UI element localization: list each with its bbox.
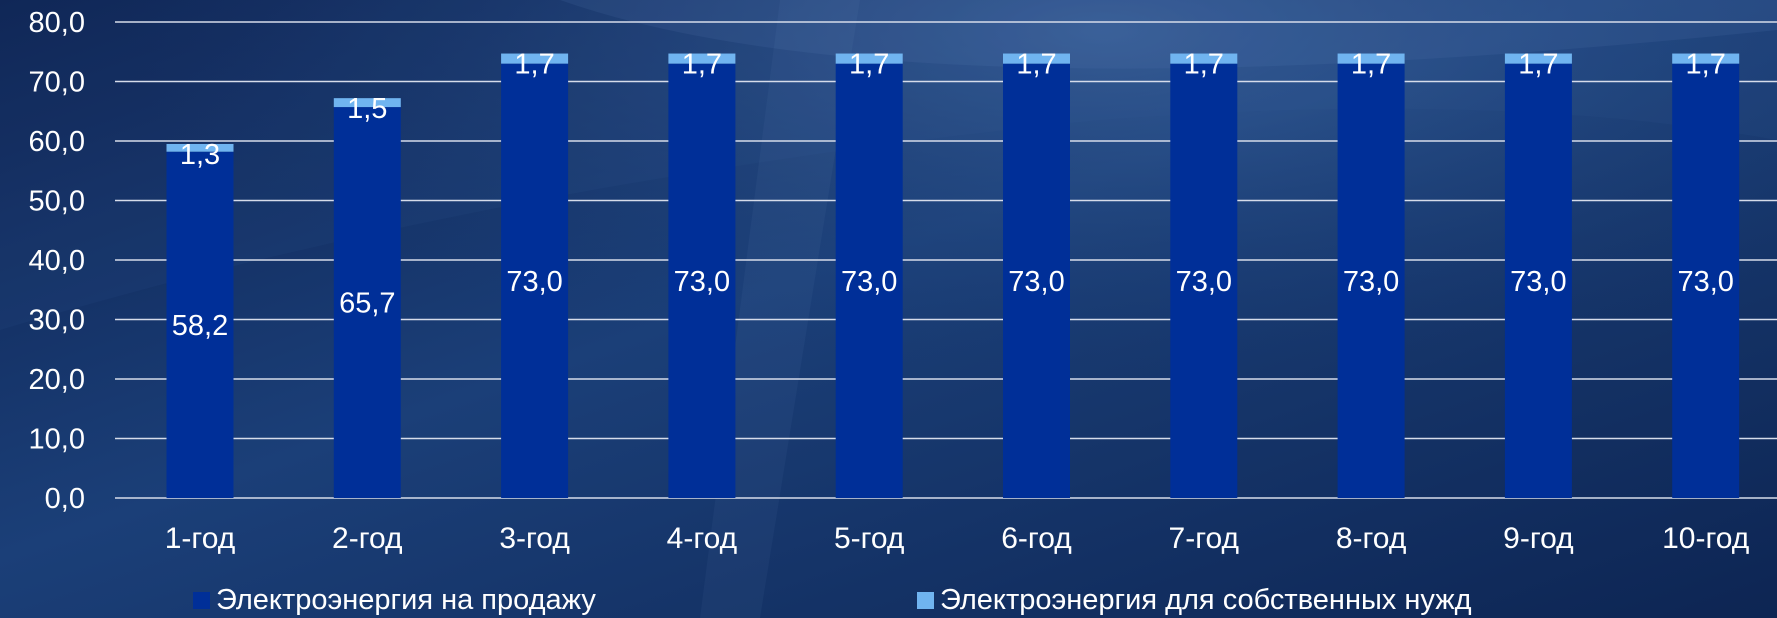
bar-sale <box>835 63 903 499</box>
data-label-sale: 73,0 <box>1008 266 1064 298</box>
data-label-sale: 73,0 <box>1677 266 1733 298</box>
legend-label-own-needs: Электроэнергия для собственных нужд <box>940 584 1472 616</box>
data-label-sale: 73,0 <box>674 266 730 298</box>
bar-own-needs <box>1672 53 1740 64</box>
data-label-sale: 58,2 <box>172 310 228 342</box>
legend-swatch-own-needs <box>917 592 934 609</box>
bar-sale <box>166 151 234 498</box>
data-label-sale: 65,7 <box>339 288 395 320</box>
y-tick-label: 80,0 <box>29 7 85 39</box>
x-tick-label: 3-год <box>499 522 570 555</box>
data-label-sale: 73,0 <box>1343 266 1399 298</box>
x-tick-label: 10-год <box>1662 522 1749 555</box>
bar-sale <box>1672 63 1740 499</box>
bar-own-needs <box>333 98 401 108</box>
y-tick-label: 30,0 <box>29 305 85 337</box>
x-tick-label: 4-год <box>667 522 738 555</box>
bar-own-needs <box>1003 53 1070 64</box>
legend-item-sale: Электроэнергия на продажу <box>193 584 596 617</box>
data-label-sale: 73,0 <box>506 266 562 298</box>
bar-own-needs <box>1504 53 1572 64</box>
bar-own-needs <box>1337 53 1405 64</box>
y-tick-label: 60,0 <box>29 126 85 158</box>
data-label-own-needs: 1,3 <box>180 139 220 171</box>
bar-own-needs <box>668 53 736 64</box>
data-label-own-needs: 1,5 <box>347 93 387 125</box>
legend-item-own-needs: Электроэнергия для собственных нужд <box>917 584 1472 617</box>
y-tick-label: 40,0 <box>29 245 85 277</box>
data-label-own-needs: 1,7 <box>1351 49 1391 81</box>
x-tick-label: 1-год <box>165 522 236 555</box>
x-tick-label: 2-год <box>332 522 403 555</box>
bar-sale <box>501 63 569 499</box>
bar-sale <box>1170 63 1238 499</box>
data-label-own-needs: 1,7 <box>1686 49 1726 81</box>
data-label-sale: 73,0 <box>841 266 897 298</box>
legend: Электроэнергия на продажу Электроэнергия… <box>0 578 1777 618</box>
x-tick-label: 9-год <box>1503 522 1574 555</box>
data-label-own-needs: 1,7 <box>1016 49 1056 81</box>
legend-label-sale: Электроэнергия на продажу <box>216 584 596 616</box>
data-label-sale: 73,0 <box>1176 266 1232 298</box>
x-tick-label: 6-год <box>1001 522 1072 555</box>
y-tick-label: 70,0 <box>29 67 85 99</box>
bar-sale <box>333 107 401 499</box>
y-tick-label: 20,0 <box>29 364 85 396</box>
y-tick-label: 50,0 <box>29 186 85 218</box>
bar-own-needs <box>166 143 234 152</box>
data-label-own-needs: 1,7 <box>1518 49 1558 81</box>
data-label-sale: 73,0 <box>1510 266 1566 298</box>
legend-swatch-sale <box>193 592 210 609</box>
bar-own-needs <box>1170 53 1238 64</box>
bar-own-needs <box>501 53 569 64</box>
data-label-own-needs: 1,7 <box>514 49 554 81</box>
bar-sale <box>1504 63 1572 499</box>
bar-sale <box>1337 63 1405 499</box>
data-label-own-needs: 1,7 <box>1184 49 1224 81</box>
x-tick-label: 7-год <box>1169 522 1240 555</box>
bar-own-needs <box>835 53 903 64</box>
y-tick-label: 0,0 <box>45 483 85 515</box>
data-label-own-needs: 1,7 <box>682 49 722 81</box>
bar-sale <box>1003 63 1070 499</box>
y-tick-label: 10,0 <box>29 424 85 456</box>
x-tick-label: 8-год <box>1336 522 1407 555</box>
x-tick-label: 5-год <box>834 522 905 555</box>
bar-sale <box>668 63 736 499</box>
data-label-own-needs: 1,7 <box>849 49 889 81</box>
